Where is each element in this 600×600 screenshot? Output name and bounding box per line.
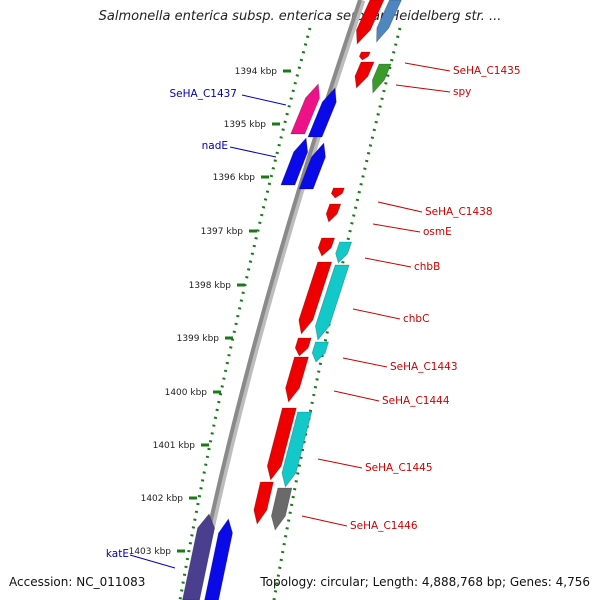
gene-arrow — [307, 87, 337, 138]
gene-arrow — [376, 0, 402, 44]
gene-arrow — [317, 237, 336, 257]
gene-label: chbB — [414, 261, 440, 273]
gene-label: SeHA_C1435 — [453, 65, 521, 77]
leader-line — [352, 308, 401, 320]
tick-label: 1395 kbp — [224, 120, 267, 130]
tick-track-outer — [272, 27, 402, 600]
gene-label: SeHA_C1445 — [365, 462, 433, 474]
gene-label: chbC — [403, 313, 429, 325]
accession-text: Accession: NC_011083 — [9, 575, 146, 589]
gene-arrow — [314, 264, 350, 341]
gene-label: SeHA_C1444 — [382, 395, 450, 407]
genes-layer — [182, 0, 402, 600]
gene-arrow — [280, 137, 309, 186]
gene-arrow — [298, 142, 326, 190]
tick-label: 1398 kbp — [189, 281, 232, 291]
gene-arrow — [325, 203, 342, 223]
gene-label: SeHA_C1446 — [350, 520, 418, 532]
gene-label: SeHA_C1443 — [390, 361, 458, 373]
gene-arrow — [358, 51, 371, 61]
gene-arrow — [355, 0, 385, 45]
gene-arrow — [204, 518, 233, 600]
gene-arrow — [285, 356, 310, 403]
gene-arrow — [182, 513, 215, 600]
tick-label: 1400 kbp — [165, 388, 208, 398]
tick-label: 1397 kbp — [201, 227, 244, 237]
leader-line — [372, 223, 421, 233]
topology-text: Topology: circular; Length: 4,888,768 bp… — [260, 575, 590, 589]
gene-label: SeHA_C1438 — [425, 206, 493, 218]
leader-line — [317, 458, 363, 469]
gene-label: spy — [453, 86, 471, 98]
gene-arrow — [371, 63, 392, 95]
leader-line — [229, 146, 277, 158]
tick-label: 1402 kbp — [141, 494, 184, 504]
gene-arrow — [294, 337, 312, 357]
gene-arrow — [270, 487, 293, 531]
leader-line — [333, 390, 380, 402]
map-title: Salmonella enterica subsp. enterica sero… — [98, 9, 502, 24]
leader-line — [301, 515, 348, 527]
tick-label: 1401 kbp — [153, 441, 196, 451]
leader-line — [129, 554, 176, 569]
leader-line — [404, 62, 451, 72]
gene-arrow — [335, 241, 353, 264]
gene-arrow — [298, 261, 333, 335]
gene-arrow — [290, 83, 320, 135]
tick-label: 1394 kbp — [235, 67, 278, 77]
gene-label: katE — [106, 548, 129, 560]
gene-label: nadE — [202, 140, 228, 152]
leader-line — [395, 84, 451, 93]
gene-arrow — [266, 407, 297, 481]
leader-line — [241, 94, 287, 106]
tick-label: 1403 kbp — [129, 547, 172, 557]
tick-label: 1399 kbp — [177, 334, 220, 344]
ticks-layer: 1394 kbp 1395 kbp 1396 kbp 1397 kbp 1398 kbp… — [129, 67, 291, 557]
gene-arrow — [253, 481, 274, 525]
gene-arrow — [354, 61, 375, 89]
tick-label: 1396 kbp — [213, 173, 256, 183]
leader-line — [342, 357, 388, 368]
leader-line — [364, 257, 412, 268]
leader-line — [377, 201, 423, 213]
gene-label: osmE — [423, 226, 452, 238]
gene-arrow — [330, 187, 345, 199]
gene-arrow — [311, 341, 330, 363]
gene-arrow — [281, 411, 313, 488]
gene-label: SeHA_C1437 — [169, 88, 237, 100]
